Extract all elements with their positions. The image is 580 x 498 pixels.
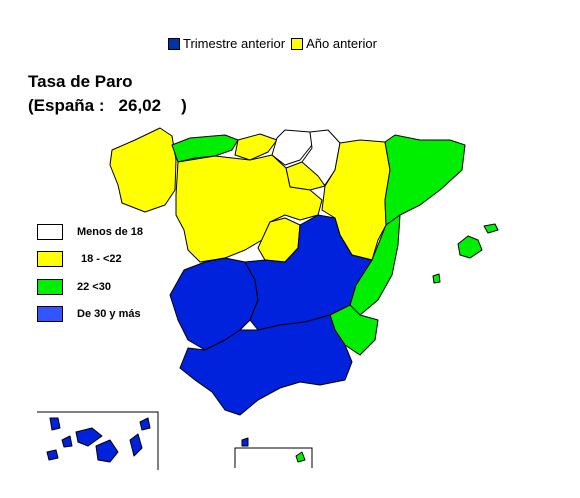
subtitle-value: 26,02 [118, 96, 162, 115]
legend-row: 18 - <22 [37, 246, 143, 274]
region-baleares-menorca[interactable] [483, 223, 499, 234]
subtitle-suffix: ) [181, 96, 187, 115]
top-legend: Trimestre anterior Año anterior [168, 36, 383, 51]
trimestre-swatch [168, 37, 180, 50]
region-canarias-3[interactable] [75, 427, 103, 447]
region-canarias-7[interactable] [46, 449, 59, 461]
region-canarias-6[interactable] [139, 417, 151, 431]
legend-swatch-yellow [37, 251, 63, 268]
ceuta-melilla-inset-border [234, 447, 313, 468]
region-andalucia[interactable] [179, 314, 353, 416]
region-castilla-la-mancha[interactable] [244, 214, 373, 331]
legend-row: 22 <30 [37, 273, 143, 301]
region-baleares-ibiza[interactable] [432, 273, 441, 284]
subtitle-prefix: (España : [28, 96, 105, 115]
legend-swatch-white [37, 223, 63, 240]
legend-swatch-green [37, 278, 63, 295]
top-legend-label: Trimestre anterior [183, 36, 286, 51]
legend-label: 22 <30 [77, 280, 111, 293]
legend-swatch-blue [37, 306, 63, 323]
region-canarias-1[interactable] [49, 417, 61, 431]
region-canarias-4[interactable] [95, 439, 119, 463]
region-canarias-2[interactable] [61, 435, 73, 448]
ano-swatch [291, 37, 304, 50]
region-melilla[interactable] [295, 451, 306, 463]
region-baleares-mallorca[interactable] [457, 235, 483, 259]
legend-row: Menos de 18 [37, 218, 143, 246]
legend-label: De 30 y más [77, 308, 141, 321]
region-ceuta[interactable] [241, 437, 249, 447]
region-cantabria[interactable] [234, 133, 278, 161]
region-cataluna[interactable] [384, 134, 466, 226]
region-extremadura[interactable] [169, 257, 259, 351]
region-canarias-5[interactable] [129, 433, 143, 457]
legend-row: De 30 y más [37, 301, 143, 329]
top-legend-item-ano[interactable]: Año anterior [291, 36, 377, 51]
region-castilla-leon[interactable] [175, 154, 323, 263]
top-legend-label: Año anterior [306, 36, 377, 51]
map-title: Tasa de Paro [28, 72, 133, 91]
legend-label: Menos de 18 [77, 225, 144, 238]
top-legend-item-trimestre[interactable]: Trimestre anterior [168, 36, 285, 51]
legend-label: 18 - <22 [81, 253, 122, 266]
map-legend: Menos de 18 18 - <22 22 <30 De 30 y más [37, 218, 143, 328]
map-subtitle: (España : 26,02) [28, 94, 187, 118]
region-galicia[interactable] [109, 127, 177, 213]
canarias-inset-border [37, 411, 159, 470]
